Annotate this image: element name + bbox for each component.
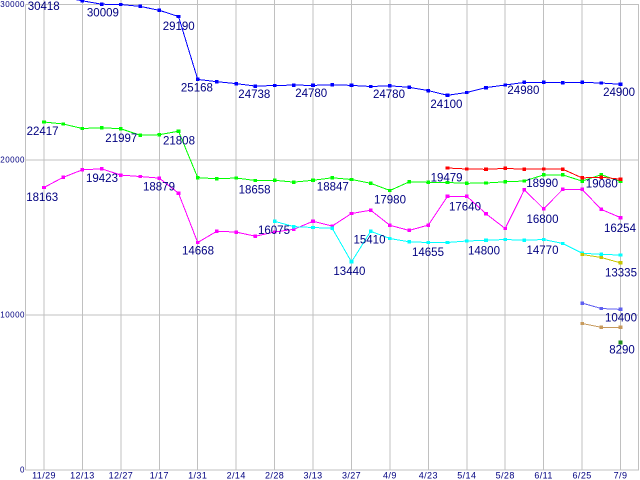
svg-text:10000: 10000 bbox=[0, 311, 25, 320]
svg-text:30418: 30418 bbox=[28, 1, 60, 13]
svg-text:7/9: 7/9 bbox=[614, 471, 628, 480]
svg-text:24780: 24780 bbox=[373, 89, 405, 101]
svg-text:17640: 17640 bbox=[449, 202, 481, 214]
svg-text:24738: 24738 bbox=[238, 89, 270, 101]
svg-text:16075: 16075 bbox=[258, 225, 290, 237]
svg-text:6/25: 6/25 bbox=[573, 471, 592, 480]
svg-text:18658: 18658 bbox=[239, 185, 271, 197]
svg-text:4/9: 4/9 bbox=[383, 471, 397, 480]
svg-text:29190: 29190 bbox=[163, 21, 195, 33]
svg-text:24980: 24980 bbox=[507, 85, 539, 97]
svg-text:2/14: 2/14 bbox=[227, 471, 246, 480]
svg-text:10400: 10400 bbox=[605, 313, 637, 325]
svg-text:5/14: 5/14 bbox=[457, 471, 476, 480]
svg-text:1/31: 1/31 bbox=[188, 471, 207, 480]
svg-text:30000: 30000 bbox=[0, 0, 25, 9]
svg-text:11/29: 11/29 bbox=[32, 471, 56, 480]
svg-text:18990: 18990 bbox=[526, 178, 558, 190]
svg-text:18847: 18847 bbox=[317, 182, 349, 194]
svg-text:14770: 14770 bbox=[527, 245, 559, 257]
svg-text:16800: 16800 bbox=[527, 214, 559, 226]
svg-text:22417: 22417 bbox=[27, 126, 59, 138]
svg-text:25168: 25168 bbox=[181, 83, 213, 95]
svg-text:24100: 24100 bbox=[430, 99, 462, 111]
svg-text:19080: 19080 bbox=[586, 179, 618, 191]
svg-text:4/23: 4/23 bbox=[419, 471, 438, 480]
svg-text:16254: 16254 bbox=[604, 223, 637, 235]
svg-text:18163: 18163 bbox=[26, 192, 58, 204]
svg-text:3/27: 3/27 bbox=[342, 471, 361, 480]
svg-text:1/17: 1/17 bbox=[150, 471, 169, 480]
svg-text:20000: 20000 bbox=[0, 156, 25, 165]
svg-text:8290: 8290 bbox=[609, 345, 635, 357]
svg-text:5/28: 5/28 bbox=[496, 471, 515, 480]
svg-text:30009: 30009 bbox=[87, 8, 119, 20]
svg-text:13440: 13440 bbox=[333, 266, 365, 278]
svg-text:12/13: 12/13 bbox=[70, 471, 95, 480]
svg-text:14800: 14800 bbox=[468, 245, 500, 257]
svg-text:0: 0 bbox=[20, 466, 25, 475]
svg-text:19479: 19479 bbox=[431, 172, 463, 184]
svg-text:12/27: 12/27 bbox=[109, 471, 134, 480]
svg-text:21808: 21808 bbox=[163, 136, 195, 148]
svg-text:14668: 14668 bbox=[182, 245, 214, 257]
svg-text:6/11: 6/11 bbox=[534, 471, 552, 480]
svg-text:15410: 15410 bbox=[354, 235, 386, 247]
svg-text:17980: 17980 bbox=[374, 195, 406, 207]
svg-text:2/28: 2/28 bbox=[265, 471, 284, 480]
svg-text:18879: 18879 bbox=[143, 182, 175, 194]
svg-text:3/13: 3/13 bbox=[303, 471, 322, 480]
svg-text:13335: 13335 bbox=[605, 268, 637, 280]
svg-text:24780: 24780 bbox=[295, 88, 327, 100]
svg-text:14655: 14655 bbox=[412, 247, 444, 259]
svg-text:24900: 24900 bbox=[603, 87, 635, 99]
svg-text:21997: 21997 bbox=[105, 133, 137, 145]
svg-text:19423: 19423 bbox=[86, 173, 118, 185]
